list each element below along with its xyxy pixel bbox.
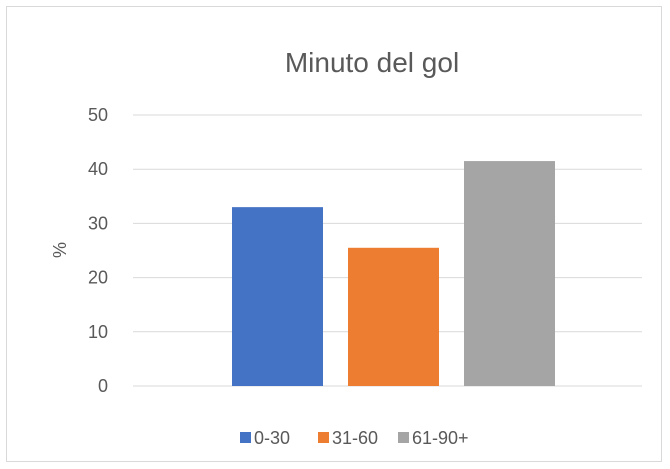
legend-label: 31-60 [332,428,378,448]
y-tick-label: 10 [88,322,108,342]
y-tick-label: 50 [88,105,108,125]
bars [232,161,555,386]
chart-title: Minuto del gol [285,47,459,78]
bar-61-90+ [464,161,555,386]
bar-0-30 [232,207,323,386]
legend-label: 61-90+ [412,428,469,448]
legend-swatch [240,432,251,443]
y-axis-ticks: 0 10 20 30 40 50 [88,105,108,396]
legend-label: 0-30 [254,428,290,448]
y-axis-label: % [50,242,70,258]
legend-item: 0-30 [240,428,290,448]
bar-31-60 [348,247,439,386]
legend-item: 31-60 [318,428,378,448]
legend: 0-30 31-60 61-90+ [240,428,469,448]
y-tick-label: 30 [88,213,108,233]
legend-swatch [398,432,409,443]
y-tick-label: 40 [88,159,108,179]
y-tick-label: 0 [98,376,108,396]
gridlines [133,114,642,387]
y-tick-label: 20 [88,268,108,288]
legend-item: 61-90+ [398,428,469,448]
legend-swatch [318,432,329,443]
